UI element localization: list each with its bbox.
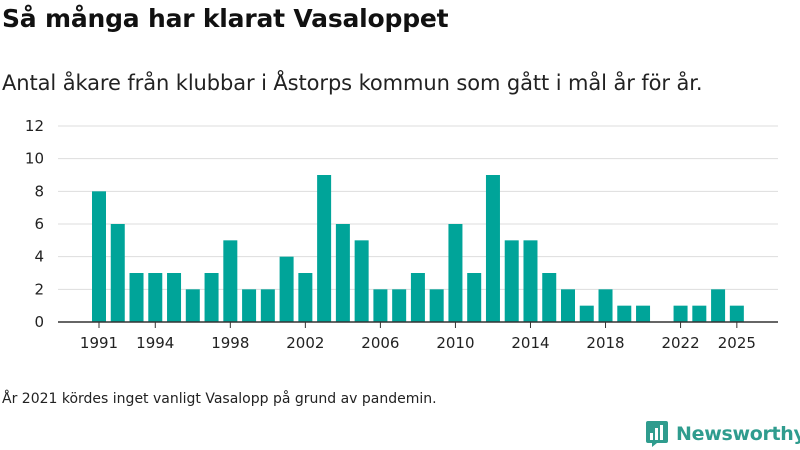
y-tick-label: 4: [34, 248, 44, 266]
bar-1995: [167, 273, 182, 322]
x-tick-label: 2018: [586, 334, 624, 352]
bar-2006: [373, 289, 388, 322]
y-tick-label: 8: [34, 182, 44, 200]
footnote: År 2021 kördes inget vanligt Vasalopp på…: [2, 391, 437, 407]
bar-2025: [729, 305, 744, 322]
x-tick-label: 2022: [661, 334, 699, 352]
x-tick-label: 1991: [80, 334, 118, 352]
bar-2015: [542, 273, 557, 322]
bar-2016: [561, 289, 575, 322]
bar-1999: [242, 289, 257, 322]
y-axis: 0 2 4 6 8 10 12: [25, 117, 44, 331]
bar-2018: [598, 289, 613, 322]
bar-2003: [317, 175, 332, 322]
bar-2019: [617, 305, 632, 322]
bars: [92, 175, 744, 322]
bar-2013: [504, 240, 519, 322]
x-tick-label: 2025: [718, 334, 756, 352]
bar-1996: [185, 289, 200, 322]
x-tick-label: 2010: [436, 334, 474, 352]
y-tick-label: 6: [34, 215, 44, 233]
bar-2002: [298, 273, 313, 322]
y-tick-label: 0: [34, 313, 44, 331]
bar-2023: [692, 305, 707, 322]
bar-2008: [410, 273, 425, 322]
chart-title: Så många har klarat Vasaloppet: [2, 4, 449, 33]
x-tick-label: 1994: [136, 334, 174, 352]
bar-1992: [110, 224, 125, 322]
bar-2011: [467, 273, 482, 322]
bar-2005: [354, 240, 369, 322]
bar-1998: [223, 240, 238, 322]
x-tick-label: 1998: [211, 334, 249, 352]
chart-subtitle: Antal åkare från klubbar i Åstorps kommu…: [2, 71, 703, 95]
bar-2024: [711, 289, 726, 322]
bar-2022: [673, 305, 688, 322]
bar-1994: [148, 273, 163, 322]
bar-2020: [636, 305, 651, 322]
x-tick-label: 2002: [286, 334, 324, 352]
y-tick-label: 10: [25, 150, 44, 168]
x-tick-label: 2014: [511, 334, 549, 352]
newsworthy-logo: Newsworthy: [645, 420, 800, 448]
brand-name: Newsworthy: [676, 423, 800, 445]
bar-chart-logo-icon: [646, 421, 668, 447]
bar-2014: [523, 240, 538, 322]
x-axis: 1991 1994 1998 2002 2006 2010 2014 2018 2022 2025: [80, 322, 756, 352]
bar-2009: [429, 289, 444, 322]
bar-2001: [279, 256, 294, 322]
grid-lines: [58, 125, 778, 290]
y-tick-label: 2: [34, 280, 44, 298]
bar-1993: [129, 273, 144, 322]
bar-2000: [260, 289, 275, 322]
bar-2004: [335, 224, 350, 322]
bar-2010: [448, 224, 463, 322]
bar-2017: [579, 305, 594, 322]
bar-1991: [92, 191, 106, 322]
bar-2007: [392, 289, 407, 322]
bar-1997: [204, 273, 219, 322]
bar-chart: 0 2 4 6 8 10 12 1991 1994 1998 2002 2006 2010 2014 20…: [25, 117, 778, 352]
bar-2012: [485, 175, 500, 322]
x-tick-label: 2006: [361, 334, 399, 352]
y-tick-label: 12: [25, 117, 44, 135]
